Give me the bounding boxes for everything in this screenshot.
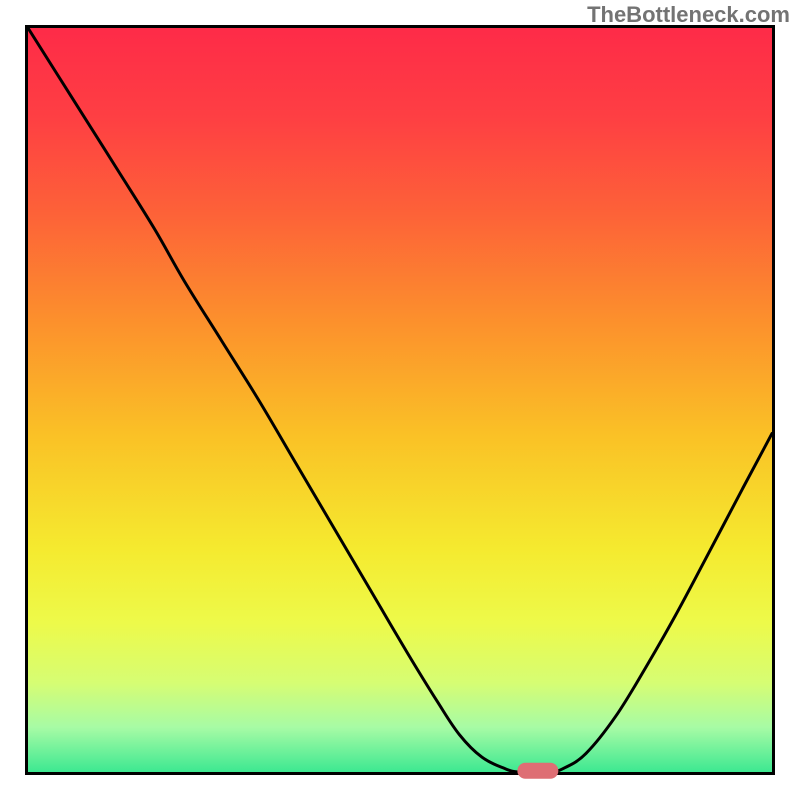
watermark-text: TheBottleneck.com: [587, 2, 790, 28]
plot-area: [25, 25, 775, 775]
bottleneck-curve: [28, 28, 772, 772]
chart-container: TheBottleneck.com: [0, 0, 800, 800]
curve-path: [28, 28, 772, 772]
optimal-marker: [517, 762, 558, 779]
